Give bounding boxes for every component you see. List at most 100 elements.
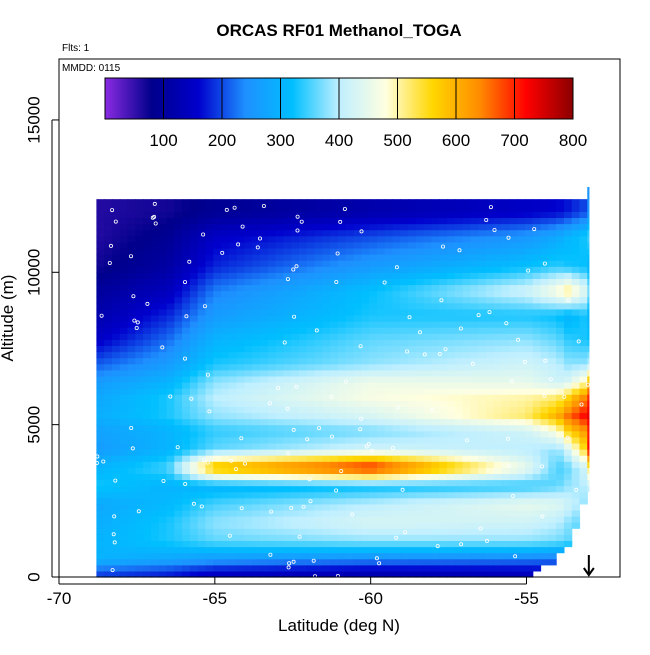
heatmap-cell [127, 400, 136, 407]
heatmap-cell [548, 436, 557, 444]
heatmap-cell [205, 455, 214, 462]
heatmap-cell [127, 357, 136, 365]
heatmap-cell [150, 369, 160, 377]
heatmap-cell [485, 516, 495, 523]
heatmap-cell [158, 351, 168, 359]
heatmap-cell [392, 278, 401, 286]
heatmap-cell [454, 436, 464, 444]
heatmap-cell [345, 400, 355, 407]
observation-point [513, 554, 518, 559]
heatmap-cell [306, 558, 316, 566]
heatmap-cell [298, 351, 308, 359]
observation-point [435, 544, 440, 549]
heatmap-cell [96, 284, 105, 292]
heatmap-cell [524, 327, 534, 334]
heatmap-cell [556, 339, 565, 347]
heatmap-cell [182, 284, 191, 292]
heatmap-cell [228, 412, 238, 420]
heatmap-cell [267, 254, 277, 261]
observation-point [134, 325, 139, 330]
heatmap-cell [571, 375, 581, 383]
observation-point [390, 445, 395, 450]
heatmap-cell [478, 449, 487, 456]
heatmap-cell [556, 412, 565, 420]
heatmap-cell [111, 290, 121, 298]
heatmap-cell [205, 229, 214, 237]
heatmap-cell [556, 314, 565, 322]
heatmap-cell [111, 436, 121, 444]
heatmap-cell [361, 430, 370, 438]
heatmap-cell [228, 516, 238, 523]
heatmap-cell [236, 284, 246, 292]
heatmap-cell [462, 552, 471, 560]
heatmap-cell [197, 290, 207, 298]
heatmap-cell [408, 509, 417, 517]
heatmap-cell [275, 260, 284, 267]
heatmap-cell [291, 467, 300, 474]
heatmap-cell [353, 503, 362, 511]
heatmap-cell [314, 302, 323, 310]
heatmap-cell [158, 314, 168, 322]
heatmap-cell [431, 491, 440, 499]
heatmap-cell [439, 442, 448, 450]
heatmap-cell [556, 534, 565, 542]
heatmap-cell [376, 449, 386, 456]
heatmap-cell [369, 290, 378, 298]
heatmap-cell [189, 296, 199, 304]
heatmap-cell [197, 363, 207, 371]
heatmap-cell [221, 485, 230, 493]
heatmap-cell [143, 381, 152, 389]
heatmap-cell [322, 308, 331, 316]
heatmap-cell [369, 217, 378, 225]
heatmap-cell [353, 394, 362, 401]
heatmap-cell [462, 327, 471, 334]
heatmap-cell [104, 321, 113, 328]
heatmap-cell [517, 266, 526, 273]
heatmap-cell [548, 314, 557, 322]
heatmap-cell [361, 406, 370, 414]
heatmap-cell [221, 199, 230, 206]
heatmap-cell [244, 394, 253, 401]
heatmap-cell [119, 467, 129, 474]
heatmap-cell [291, 455, 300, 462]
heatmap-cell [221, 552, 230, 560]
heatmap-cell [174, 302, 183, 310]
heatmap-cell [361, 339, 370, 347]
heatmap-cell [337, 284, 347, 292]
heatmap-cell [361, 528, 370, 535]
heatmap-cell [447, 375, 456, 383]
heatmap-cell [493, 570, 503, 578]
heatmap-cell [283, 381, 292, 389]
heatmap-cell [548, 351, 557, 359]
heatmap-cell [524, 308, 534, 316]
heatmap-cell [197, 308, 207, 316]
heatmap-cell [524, 497, 534, 505]
heatmap-cell [353, 357, 362, 365]
heatmap-cell [158, 254, 168, 261]
heatmap-cell [197, 467, 207, 474]
heatmap-cell [275, 229, 284, 237]
heatmap-cell [135, 412, 144, 420]
heatmap-cell [454, 388, 464, 395]
heatmap-cell [189, 400, 199, 407]
heatmap-cell [485, 254, 495, 261]
heatmap-cell [314, 455, 323, 462]
heatmap-cell [322, 424, 331, 432]
heatmap-cell [501, 229, 510, 237]
heatmap-cell [501, 503, 510, 511]
heatmap-cell [485, 442, 495, 450]
heatmap-cell [540, 260, 549, 267]
heatmap-cell [236, 369, 246, 377]
heatmap-cell [400, 491, 409, 499]
heatmap-cell [439, 217, 448, 225]
heatmap-cell [408, 254, 417, 261]
observation-point [382, 280, 387, 285]
heatmap-cell [478, 473, 487, 481]
heatmap-cell [478, 564, 487, 572]
heatmap-cell [96, 333, 105, 340]
heatmap-cell [345, 442, 355, 450]
heatmap-cell [135, 339, 144, 347]
heatmap-cell [571, 235, 581, 243]
heatmap-cell [392, 375, 401, 383]
heatmap-cell [252, 503, 261, 511]
